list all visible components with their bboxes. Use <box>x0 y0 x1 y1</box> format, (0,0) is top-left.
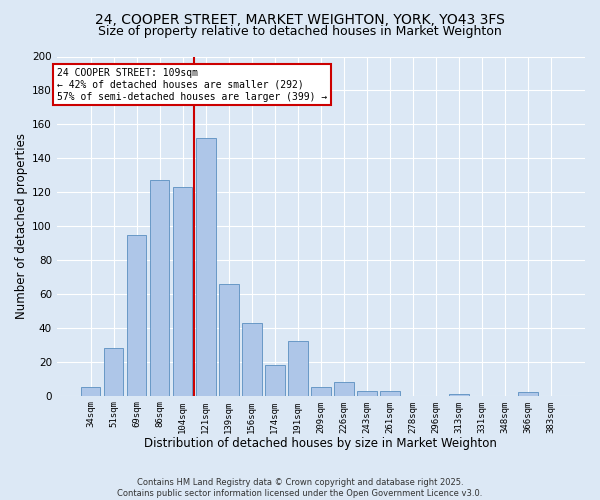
Y-axis label: Number of detached properties: Number of detached properties <box>15 133 28 319</box>
Bar <box>196 138 215 396</box>
Text: 24 COOPER STREET: 109sqm
← 42% of detached houses are smaller (292)
57% of semi-: 24 COOPER STREET: 109sqm ← 42% of detach… <box>57 68 327 102</box>
Bar <box>311 387 331 396</box>
Bar <box>357 390 377 396</box>
Bar <box>173 187 193 396</box>
Bar <box>380 390 400 396</box>
Bar <box>127 234 146 396</box>
Bar <box>334 382 354 396</box>
X-axis label: Distribution of detached houses by size in Market Weighton: Distribution of detached houses by size … <box>145 437 497 450</box>
Bar <box>242 323 262 396</box>
Bar <box>518 392 538 396</box>
Bar <box>288 342 308 396</box>
Bar <box>449 394 469 396</box>
Bar <box>150 180 169 396</box>
Text: Contains HM Land Registry data © Crown copyright and database right 2025.
Contai: Contains HM Land Registry data © Crown c… <box>118 478 482 498</box>
Text: Size of property relative to detached houses in Market Weighton: Size of property relative to detached ho… <box>98 25 502 38</box>
Bar <box>81 387 100 396</box>
Bar <box>219 284 239 396</box>
Bar <box>265 365 284 396</box>
Bar <box>104 348 124 396</box>
Text: 24, COOPER STREET, MARKET WEIGHTON, YORK, YO43 3FS: 24, COOPER STREET, MARKET WEIGHTON, YORK… <box>95 12 505 26</box>
